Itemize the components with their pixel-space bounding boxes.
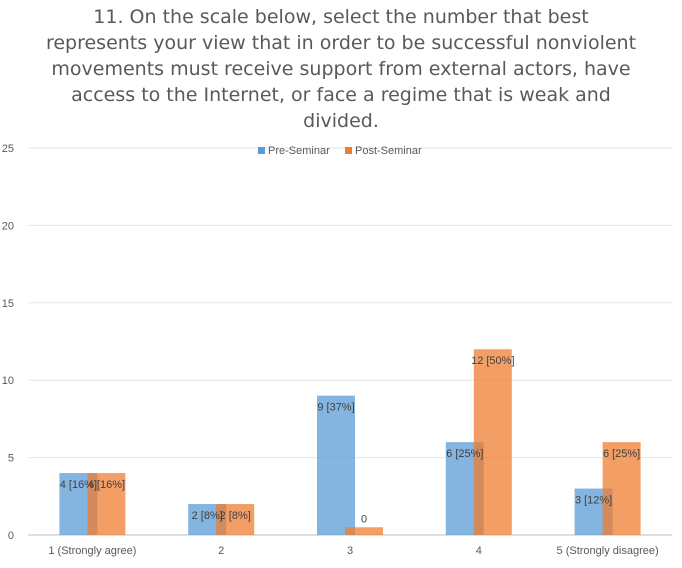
x-axis-labels: 1 (Strongly agree) 2 3 4 5 (Strongly disagre…: [48, 545, 658, 557]
legend-swatch: [258, 147, 265, 154]
data-label: 4 [16%]: [88, 479, 125, 491]
y-axis-ticks: 0 5 10 15 20 25: [2, 143, 14, 542]
legend-label: Post-Seminar: [355, 145, 422, 157]
data-label: 4 [16%]: [60, 479, 97, 491]
data-label: 6 [25%]: [446, 448, 483, 460]
bars: [59, 349, 641, 535]
x-category-label: 4: [476, 545, 482, 557]
bar-post-4: [473, 349, 512, 535]
bar-post-2: [216, 504, 255, 535]
legend: Pre-Seminar Post-Seminar: [258, 145, 422, 157]
chart-title: 11. On the scale below, select the numbe…: [45, 6, 637, 132]
data-label: 0: [361, 513, 367, 525]
legend-swatch: [345, 147, 352, 154]
y-tick-label: 10: [2, 375, 14, 387]
data-label: 2 [8%]: [192, 510, 223, 522]
bar-post-1: [87, 473, 126, 535]
data-label: 3 [12%]: [575, 495, 612, 507]
data-label: 9 [37%]: [317, 402, 354, 414]
x-category-label: 2: [218, 545, 224, 557]
data-label: 12 [50%]: [471, 355, 514, 367]
y-tick-label: 0: [8, 530, 14, 542]
x-category-label: 3: [347, 545, 353, 557]
x-category-label: 5 (Strongly disagree): [557, 545, 659, 557]
y-tick-label: 20: [2, 220, 14, 232]
x-category-label: 1 (Strongly agree): [48, 545, 136, 557]
y-tick-label: 5: [8, 453, 14, 465]
bar-post-5: [602, 442, 641, 535]
data-labels: 4 [16%] 2 [8%] 9 [37%] 6 [25%] 3 [12%] 4 [16%…: [60, 355, 641, 525]
y-tick-label: 15: [2, 298, 14, 310]
legend-label: Pre-Seminar: [268, 145, 330, 157]
y-tick-label: 25: [2, 143, 14, 155]
bar-post-3: [345, 527, 383, 535]
bar-pre-3: [317, 395, 355, 535]
data-label: 6 [25%]: [603, 448, 640, 460]
data-label: 2 [8%]: [220, 510, 251, 522]
